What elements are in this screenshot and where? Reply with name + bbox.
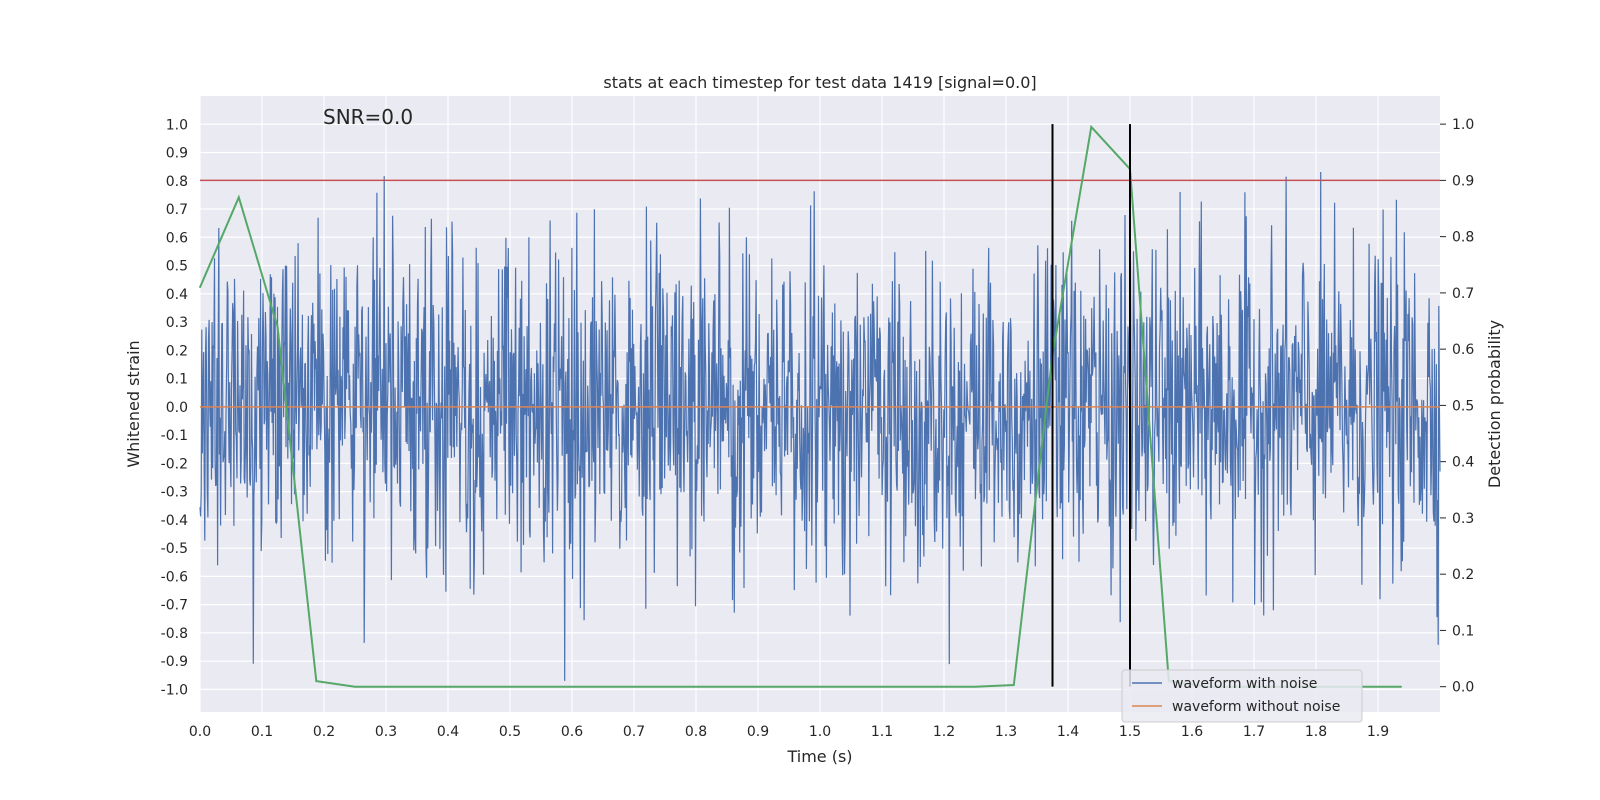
y-tick-label: 0.8: [166, 174, 188, 190]
probability-point: [315, 680, 318, 682]
y2-tick-label: 0.3: [1452, 511, 1474, 527]
series-waveform-with-noise: [199, 171, 1441, 681]
probability-point: [1012, 684, 1015, 686]
y2-tick-label: 0.6: [1452, 342, 1474, 358]
x-tick-label: 0.2: [313, 724, 335, 740]
y-tick-label: -0.5: [161, 541, 188, 557]
y2-tick-label: 0.1: [1452, 623, 1474, 639]
y-tick-label: 0.4: [166, 287, 188, 303]
x-tick-label: 0.4: [437, 724, 459, 740]
probability-point: [237, 196, 240, 199]
y2-tick-label: 1.0: [1452, 117, 1474, 133]
x-tick-label: 1.7: [1243, 724, 1265, 740]
y-tick-label: -0.2: [161, 456, 188, 472]
y-tick-label: -0.9: [161, 654, 188, 670]
y-tick-label: 0.5: [166, 259, 188, 275]
x-tick-label: 0.6: [561, 724, 583, 740]
x-tick-label: 1.2: [933, 724, 955, 740]
probability-point: [276, 325, 279, 328]
y2-tick-label: 0.5: [1452, 398, 1474, 414]
y-tick-label: -1.0: [161, 682, 188, 698]
y-tick-label: 1.0: [166, 117, 188, 133]
legend-label-noise: waveform with noise: [1172, 676, 1317, 692]
x-tick-label: 1.5: [1119, 724, 1141, 740]
x-tick-label: 0.9: [747, 724, 769, 740]
x-tick-label: 1.9: [1367, 724, 1389, 740]
probability-point: [199, 286, 201, 289]
x-tick-label: 1.0: [809, 724, 831, 740]
legend: waveform with noise waveform without noi…: [1121, 669, 1363, 723]
y-axis-label: Whitened strain: [124, 340, 143, 467]
x-tick-label: 0.0: [189, 724, 211, 740]
x-tick-label: 1.3: [995, 724, 1017, 740]
x-tick-label: 1.8: [1305, 724, 1327, 740]
probability-point: [354, 685, 356, 688]
probability-point: [1090, 126, 1093, 128]
probability-point: [1400, 685, 1403, 688]
y-tick-label: 0.0: [166, 400, 188, 416]
y-tick-label: 0.2: [166, 343, 188, 359]
y2-axis-label: Detection probability: [1485, 320, 1504, 488]
y-tick-label: -0.6: [161, 569, 188, 585]
x-tick-label: 0.1: [251, 724, 273, 740]
y2-tick-label: 0.4: [1452, 455, 1474, 471]
y2-tick-label: 0.0: [1452, 680, 1474, 696]
ticks: 0.0 0.1 0.2 0.3 0.4 0.5 0.6 0.7 0.8 0.9 1.0 1.1 1.2 1…: [161, 117, 1475, 740]
y-tick-label: 0.3: [166, 315, 188, 331]
chart-title: stats at each timestep for test data 141…: [603, 73, 1036, 92]
probability-point: [974, 685, 976, 688]
y-tick-label: -0.3: [161, 485, 188, 501]
y-tick-label: 0.7: [166, 202, 188, 218]
y-tick-label: -0.8: [161, 626, 188, 642]
y-tick-label: 0.1: [166, 372, 188, 388]
x-tick-label: 1.4: [1057, 724, 1079, 740]
y-tick-label: -0.4: [161, 513, 188, 529]
x-axis-label: Time (s): [786, 747, 852, 766]
y2-tick-label: 0.8: [1452, 230, 1474, 246]
x-tick-label: 0.5: [499, 724, 521, 740]
legend-box: [1121, 669, 1363, 723]
x-tick-label: 0.7: [623, 724, 645, 740]
snr-annotation: SNR=0.0: [323, 105, 413, 129]
y2-tick-label: 0.9: [1452, 173, 1474, 189]
x-tick-label: 1.6: [1181, 724, 1203, 740]
y2-tick-label: 0.7: [1452, 286, 1474, 302]
y2-tick-label: 0.2: [1452, 567, 1474, 583]
legend-label-clean: waveform without noise: [1172, 699, 1340, 715]
plot-area: [199, 124, 1441, 688]
x-tick-label: 0.3: [375, 724, 397, 740]
y-tick-label: -0.7: [161, 598, 188, 614]
y-tick-label: -0.1: [161, 428, 188, 444]
y-tick-label: 0.9: [166, 146, 188, 162]
x-tick-label: 0.8: [685, 724, 707, 740]
x-tick-label: 1.1: [871, 724, 893, 740]
y-tick-label: 0.6: [166, 230, 188, 246]
